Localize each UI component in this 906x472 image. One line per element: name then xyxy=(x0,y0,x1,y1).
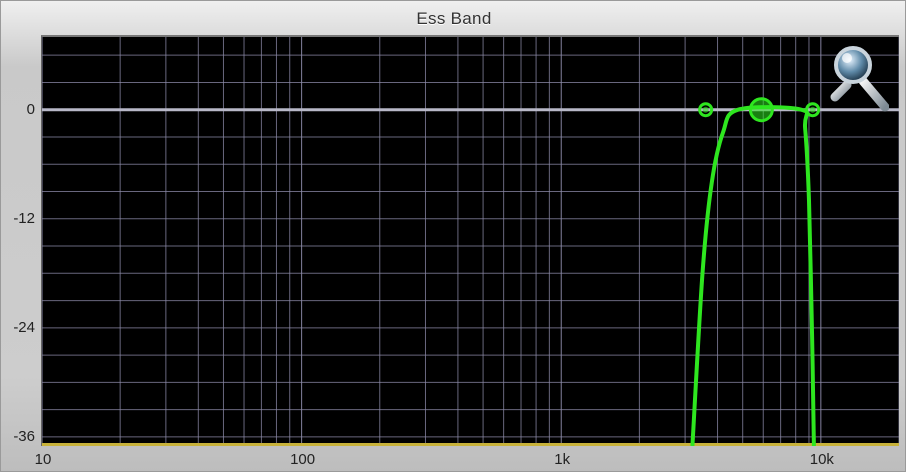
x-tick-label: 10k xyxy=(809,451,834,468)
y-tick-label: -24 xyxy=(13,318,35,336)
x-tick-label: 100 xyxy=(290,451,316,468)
magnifier-zoom-icon xyxy=(830,46,890,112)
band-handle-low-cutoff-core xyxy=(702,106,709,113)
y-tick-label: -12 xyxy=(13,209,35,227)
x-tick-label: 1k xyxy=(554,451,571,468)
y-tick-label: 0 xyxy=(26,100,35,118)
plot-canvas[interactable] xyxy=(42,37,899,446)
panel-title: Ess Band xyxy=(416,9,492,28)
band-handle-high-cutoff-core xyxy=(809,106,816,113)
band-handle-high-cutoff[interactable] xyxy=(805,102,821,118)
y-tick-label: -36 xyxy=(13,427,35,445)
band-handle-low-cutoff[interactable] xyxy=(698,102,714,118)
x-tick-label: 10 xyxy=(34,451,52,468)
frequency-response-plot[interactable] xyxy=(41,35,899,446)
band-handle-center[interactable] xyxy=(748,97,774,123)
zoom-button[interactable] xyxy=(827,41,890,113)
